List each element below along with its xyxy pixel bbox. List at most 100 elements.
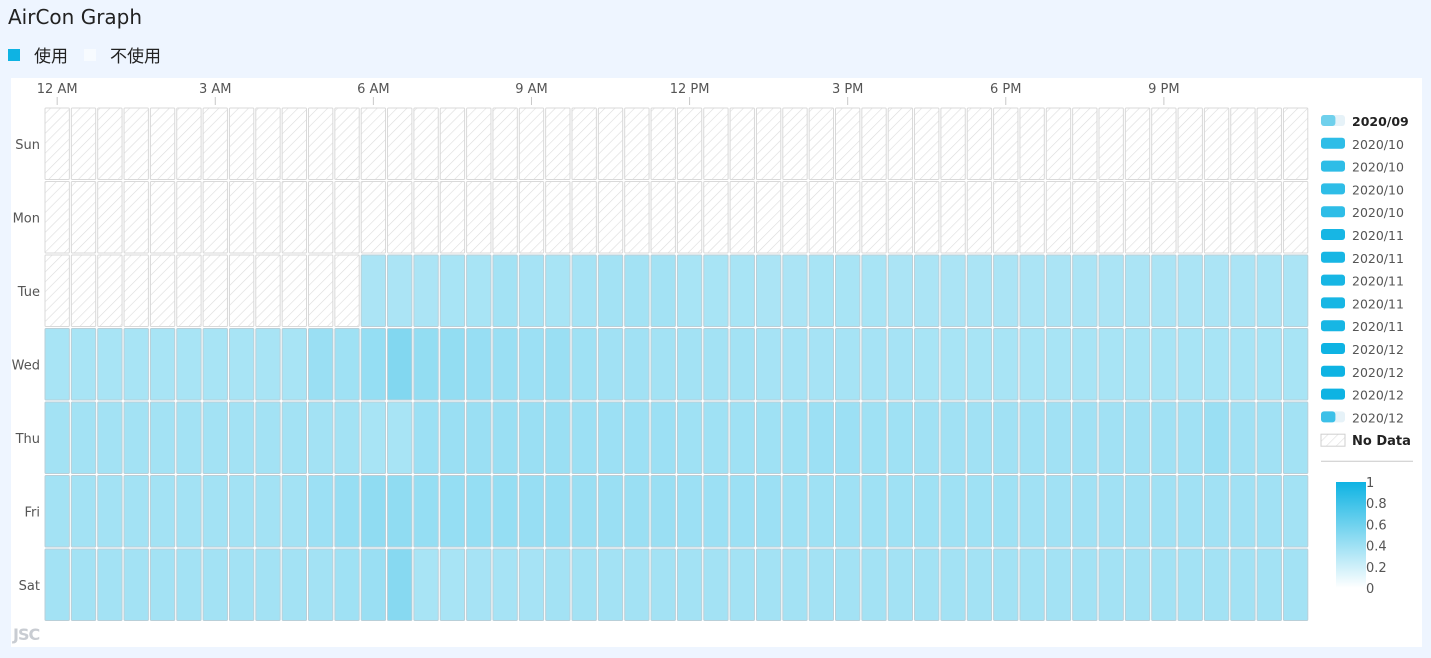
heatmap-cell[interactable] <box>1072 401 1098 474</box>
heatmap-cell[interactable] <box>1045 254 1072 327</box>
heatmap-cell[interactable] <box>624 475 650 548</box>
heatmap-cell[interactable] <box>755 328 782 401</box>
heatmap-cell[interactable] <box>1282 401 1309 474</box>
no-data-cell[interactable] <box>281 181 307 254</box>
heatmap-cell[interactable] <box>650 548 676 621</box>
heatmap-cell[interactable] <box>571 254 597 327</box>
no-data-cell[interactable] <box>993 181 1019 254</box>
heatmap-cell[interactable] <box>44 548 70 621</box>
heatmap-cell[interactable] <box>597 328 624 401</box>
heatmap-cell[interactable] <box>545 401 571 474</box>
heatmap-cell[interactable] <box>729 328 755 401</box>
no-data-cell[interactable] <box>1124 107 1151 180</box>
no-data-cell[interactable] <box>703 107 729 180</box>
heatmap-cell[interactable] <box>993 328 1019 401</box>
heatmap-cell[interactable] <box>808 548 835 621</box>
no-data-cell[interactable] <box>782 181 808 254</box>
heatmap-cell[interactable] <box>1282 548 1309 621</box>
no-data-cell[interactable] <box>1256 181 1282 254</box>
heatmap-cell[interactable] <box>281 475 307 548</box>
heatmap-cell[interactable] <box>1045 475 1072 548</box>
legend-item-used[interactable]: 使用 <box>8 42 68 67</box>
no-data-cell[interactable] <box>887 107 914 180</box>
heatmap-cell[interactable] <box>1230 254 1256 327</box>
no-data-cell[interactable] <box>176 107 202 180</box>
heatmap-cell[interactable] <box>835 401 861 474</box>
no-data-cell[interactable] <box>1124 181 1151 254</box>
heatmap-cell[interactable] <box>966 401 993 474</box>
no-data-cell[interactable] <box>466 107 492 180</box>
heatmap-cell[interactable] <box>1019 328 1045 401</box>
no-data-cell[interactable] <box>1045 181 1072 254</box>
no-data-cell[interactable] <box>808 107 835 180</box>
heatmap-cell[interactable] <box>835 328 861 401</box>
no-data-cell[interactable] <box>940 181 966 254</box>
heatmap-cell[interactable] <box>1203 548 1230 621</box>
no-data-cell[interactable] <box>492 107 518 180</box>
no-data-cell[interactable] <box>149 254 176 327</box>
no-data-cell[interactable] <box>545 181 571 254</box>
no-data-cell[interactable] <box>70 181 97 254</box>
no-data-cell[interactable] <box>255 181 281 254</box>
no-data-cell[interactable] <box>914 181 940 254</box>
no-data-cell[interactable] <box>1072 181 1098 254</box>
heatmap-cell[interactable] <box>782 328 808 401</box>
heatmap-cell[interactable] <box>202 475 228 548</box>
heatmap-cell[interactable] <box>1098 475 1124 548</box>
month-legend-item[interactable]: 2020/10 <box>1321 160 1404 175</box>
heatmap-cell[interactable] <box>360 254 387 327</box>
no-data-cell[interactable] <box>887 181 914 254</box>
heatmap-cell[interactable] <box>1019 475 1045 548</box>
heatmap-cell[interactable] <box>571 401 597 474</box>
legend-item-unused[interactable]: 不使用 <box>84 42 161 67</box>
heatmap-cell[interactable] <box>466 254 492 327</box>
heatmap-cell[interactable] <box>413 401 439 474</box>
no-data-cell[interactable] <box>1019 181 1045 254</box>
heatmap-cell[interactable] <box>492 548 518 621</box>
heatmap-cell[interactable] <box>1203 475 1230 548</box>
heatmap-cell[interactable] <box>1098 254 1124 327</box>
heatmap-cell[interactable] <box>861 401 887 474</box>
heatmap-cell[interactable] <box>1098 548 1124 621</box>
no-data-cell[interactable] <box>703 181 729 254</box>
heatmap-cell[interactable] <box>1203 254 1230 327</box>
heatmap-cell[interactable] <box>70 401 97 474</box>
heatmap-cell[interactable] <box>97 401 123 474</box>
heatmap-cell[interactable] <box>97 475 123 548</box>
heatmap-cell[interactable] <box>1124 401 1151 474</box>
no-data-cell[interactable] <box>861 107 887 180</box>
heatmap-cell[interactable] <box>176 328 202 401</box>
no-data-cell[interactable] <box>1019 107 1045 180</box>
no-data-cell[interactable] <box>1282 107 1309 180</box>
no-data-cell[interactable] <box>202 254 228 327</box>
heatmap-cell[interactable] <box>1098 401 1124 474</box>
month-legend-item[interactable]: 2020/12 <box>1321 365 1404 380</box>
heatmap-cell[interactable] <box>1151 328 1177 401</box>
heatmap-cell[interactable] <box>281 328 307 401</box>
heatmap-cell[interactable] <box>518 401 545 474</box>
heatmap-cell[interactable] <box>703 254 729 327</box>
heatmap-cell[interactable] <box>808 475 835 548</box>
no-data-cell[interactable] <box>650 181 676 254</box>
no-data-cell[interactable] <box>387 107 413 180</box>
no-data-cell[interactable] <box>1151 181 1177 254</box>
heatmap-cell[interactable] <box>993 401 1019 474</box>
no-data-cell[interactable] <box>545 107 571 180</box>
heatmap-cell[interactable] <box>755 475 782 548</box>
heatmap-cell[interactable] <box>887 401 914 474</box>
no-data-cell[interactable] <box>439 181 466 254</box>
no-data-cell[interactable] <box>308 254 334 327</box>
heatmap-cell[interactable] <box>624 548 650 621</box>
heatmap-cell[interactable] <box>808 401 835 474</box>
heatmap-cell[interactable] <box>308 548 334 621</box>
heatmap-cell[interactable] <box>966 548 993 621</box>
heatmap-cell[interactable] <box>861 548 887 621</box>
no-data-cell[interactable] <box>308 107 334 180</box>
heatmap-cell[interactable] <box>44 401 70 474</box>
heatmap-cell[interactable] <box>1045 401 1072 474</box>
heatmap-cell[interactable] <box>729 401 755 474</box>
month-legend-item[interactable]: 2020/11 <box>1321 228 1404 243</box>
no-data-cell[interactable] <box>1151 107 1177 180</box>
no-data-cell[interactable] <box>281 107 307 180</box>
heatmap-cell[interactable] <box>334 475 360 548</box>
